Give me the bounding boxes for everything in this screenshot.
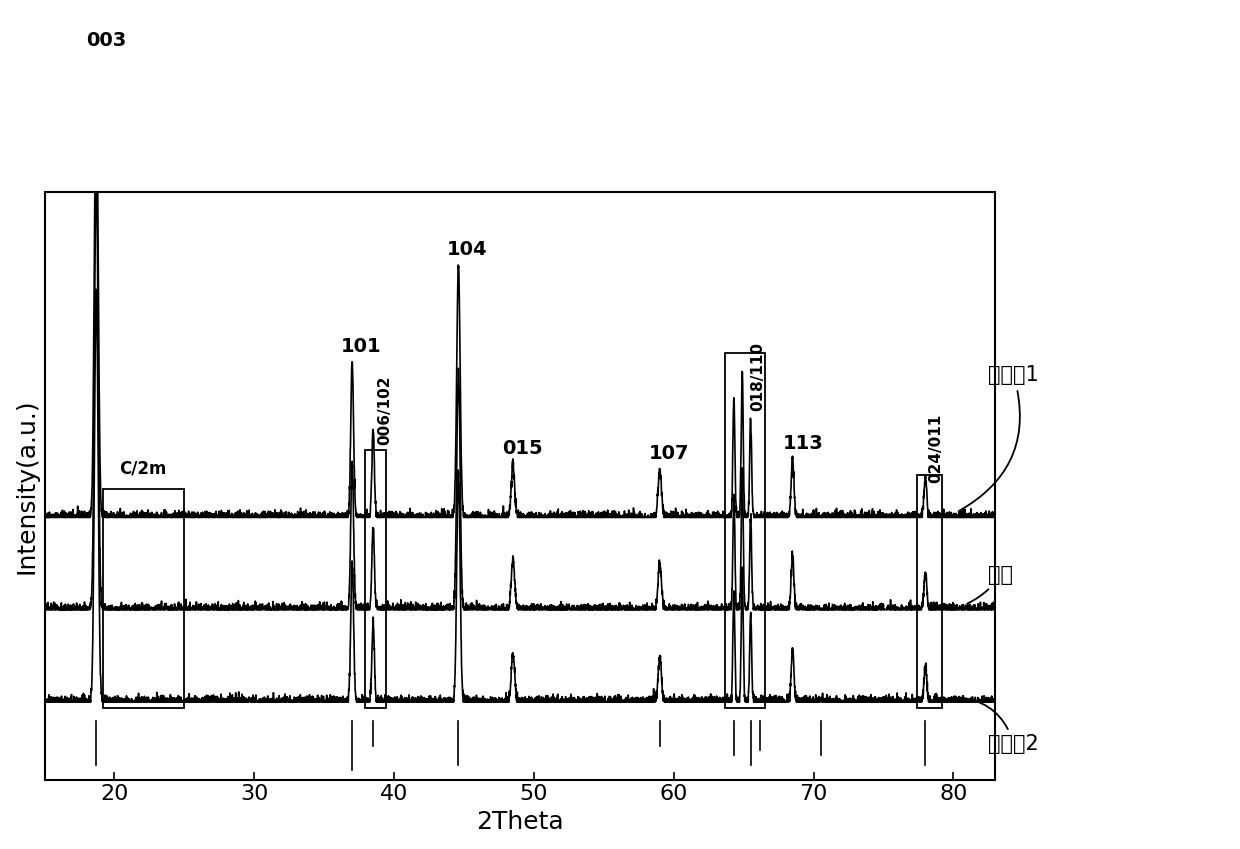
- Text: 006/102: 006/102: [377, 375, 392, 445]
- Y-axis label: Intensity(a.u.): Intensity(a.u.): [15, 398, 38, 574]
- X-axis label: 2Theta: 2Theta: [476, 810, 564, 834]
- Text: 018/110: 018/110: [750, 341, 765, 411]
- Text: 015: 015: [502, 439, 542, 458]
- Text: 024/011: 024/011: [929, 414, 944, 483]
- Text: 参照: 参照: [967, 565, 1013, 604]
- Text: 实施例2: 实施例2: [959, 697, 1039, 755]
- Bar: [103, 489, 185, 708]
- Text: C/2m: C/2m: [119, 459, 166, 478]
- Bar: [725, 353, 765, 708]
- Text: 实施例1: 实施例1: [959, 365, 1039, 511]
- Bar: [918, 475, 942, 708]
- Text: 104: 104: [448, 240, 487, 259]
- Text: 113: 113: [782, 435, 823, 453]
- Text: 107: 107: [649, 444, 689, 463]
- Text: 003: 003: [87, 31, 126, 50]
- Bar: [365, 450, 386, 708]
- Text: 101: 101: [341, 337, 382, 357]
